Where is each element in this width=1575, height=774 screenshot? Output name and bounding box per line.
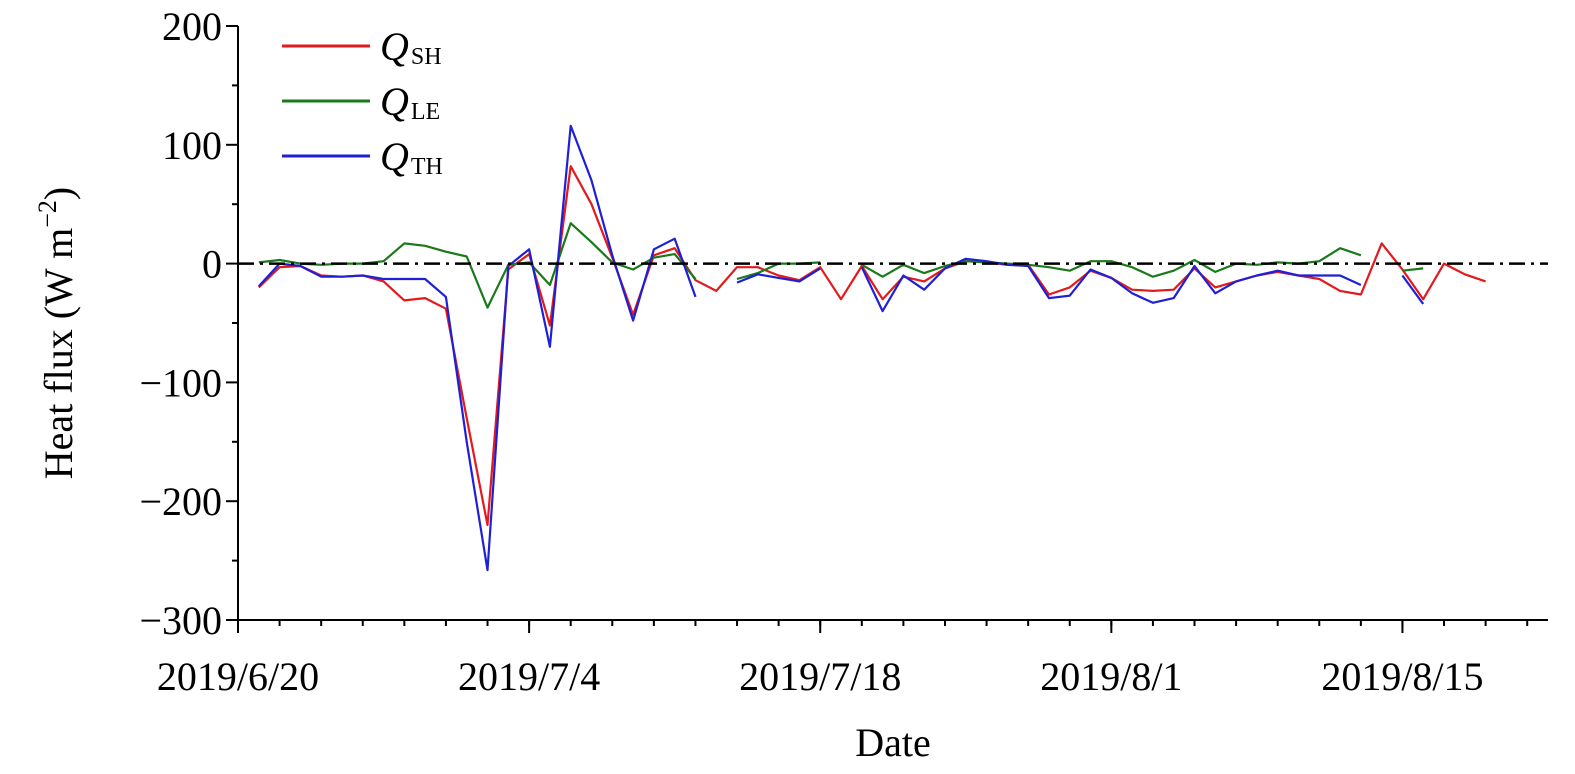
series-line-QTH-1 — [736, 267, 821, 284]
y-tick-label: −100 — [139, 360, 222, 405]
legend-label: QLE — [380, 79, 440, 125]
legend-label: QTH — [380, 134, 443, 180]
y-tick-label: 100 — [162, 123, 222, 168]
y-tick-label: 200 — [162, 4, 222, 49]
x-tick-label: 2019/8/1 — [1040, 654, 1182, 699]
y-axis-title-main: Heat flux (W m — [36, 228, 81, 479]
x-axis-title: Date — [855, 720, 931, 765]
series-line-QSH-0 — [258, 165, 1486, 527]
series-line-QTH-3 — [1401, 274, 1425, 305]
y-axis-title-end: ) — [36, 187, 81, 200]
series-line-QLE-0 — [258, 222, 697, 309]
y-axis-title-superscript: −2 — [33, 200, 62, 228]
legend-entry-QSH: QSH — [282, 24, 442, 70]
y-axis-title: Heat flux (W m−2) — [33, 187, 81, 479]
x-tick-label: 2019/7/18 — [739, 654, 901, 699]
legend-entry-QLE: QLE — [282, 79, 440, 125]
series-QTH — [257, 124, 1425, 572]
series-line-QLE-3 — [1402, 267, 1424, 272]
series-QSH — [258, 165, 1486, 527]
series-line-QTH-2 — [860, 257, 1362, 313]
y-tick-label: −200 — [139, 479, 222, 524]
legend-label: QSH — [380, 24, 442, 70]
axes-layer: 200 100 0 −100 −200 −300 2019/6/20 2019/7/4 2019… — [139, 4, 1548, 699]
x-tick-label: 2019/8/15 — [1321, 654, 1483, 699]
x-tick-label: 2019/6/20 — [157, 654, 319, 699]
series-QLE — [258, 222, 1424, 309]
legend-entry-QTH: QTH — [282, 134, 443, 180]
y-tick-label: −300 — [139, 598, 222, 643]
series-layer — [257, 124, 1486, 572]
x-tick-label: 2019/7/4 — [458, 654, 600, 699]
series-line-QTH-0 — [257, 124, 697, 572]
y-tick-label: 0 — [202, 242, 222, 287]
legend: QSH QLE QTH — [282, 24, 443, 180]
series-line-QLE-2 — [861, 247, 1362, 278]
